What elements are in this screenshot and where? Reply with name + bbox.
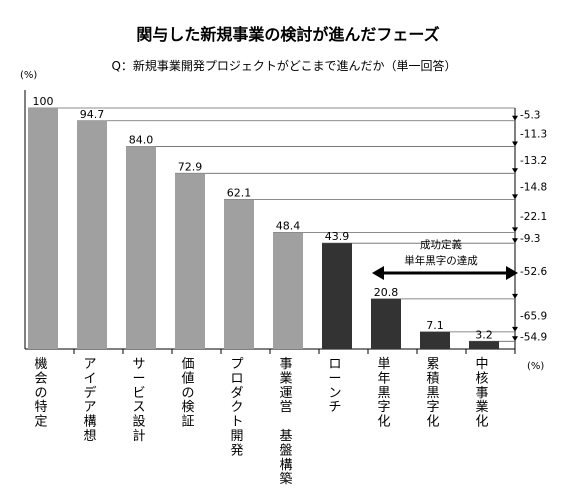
- category-label: 中核事業化: [475, 357, 488, 430]
- category-label: アイデア構想: [83, 357, 96, 444]
- annotation-arrowhead-right: [506, 266, 518, 280]
- category-label: 機会の特定: [34, 357, 47, 430]
- value-label: 94.7: [80, 108, 105, 121]
- value-label: 84.0: [129, 134, 154, 147]
- bars: [28, 108, 499, 349]
- value-label: 20.8: [374, 286, 399, 299]
- difference-label: -9.3: [520, 233, 541, 245]
- category-label: ローンチ: [328, 357, 341, 415]
- difference-arrow: [512, 168, 518, 174]
- annotation-arrowhead-left: [372, 266, 384, 280]
- bar: [175, 173, 205, 349]
- difference-arrow: [512, 293, 518, 299]
- difference-label: -65.9: [520, 310, 547, 322]
- bar: [322, 243, 352, 349]
- value-label: 3.2: [475, 328, 493, 341]
- difference-arrow: [512, 227, 518, 233]
- value-label: 7.1: [426, 319, 444, 332]
- bar: [224, 199, 254, 349]
- difference-arrow: [512, 115, 518, 121]
- right-unit-label: (%): [527, 361, 544, 372]
- difference-arrow: [512, 326, 518, 332]
- difference-label: -13.2: [520, 155, 547, 167]
- difference-label: -11.3: [520, 129, 547, 141]
- difference-label: -54.9: [520, 332, 547, 344]
- bar: [28, 108, 58, 349]
- difference-arrow: [512, 141, 518, 147]
- category-labels: 機会の特定 アイデア構想 サービス設計 価値の検証 プロダクト開発 事業運営 基盤構築 ロー…: [34, 356, 488, 487]
- bar: [273, 232, 303, 349]
- difference-arrow: [512, 194, 518, 200]
- value-labels: 100 94.7 84.0 72.9 62.1 48.4 43.9 20.8 7.1 3.2: [33, 95, 493, 341]
- category-label: 価値の検証: [181, 357, 194, 430]
- difference-label: -52.6: [520, 266, 547, 278]
- bar: [126, 146, 156, 349]
- value-label: 72.9: [178, 160, 203, 173]
- category-label: サービス設計: [132, 357, 145, 444]
- difference-label: -5.3: [520, 109, 541, 121]
- difference-labels: -5.3 -11.3 -13.2 -14.8 -22.1 -9.3 -52.6 -65.9 -5…: [512, 109, 547, 344]
- annotation-line2: 単年黒字の達成: [404, 254, 478, 267]
- chart-subtitle: Q：新規事業開発プロジェクトがどこまで進んだか（単一回答）: [111, 58, 456, 73]
- category-label: 単年黒字化: [377, 356, 390, 430]
- success-definition-annotation: 成功定義 単年黒字の達成: [372, 238, 518, 280]
- bar: [420, 331, 450, 349]
- category-label: 事業運営 基盤構築: [279, 357, 292, 487]
- value-label: 43.9: [325, 230, 350, 243]
- difference-label: -14.8: [520, 181, 547, 193]
- annotation-line1: 成功定義: [420, 238, 462, 251]
- bar: [77, 120, 107, 349]
- category-label: 累積黒字化: [426, 357, 439, 430]
- chart-title: 関与した新規事業の検討が進んだフェーズ: [136, 25, 439, 44]
- value-label: 48.4: [276, 219, 301, 232]
- category-label: プロダクト開発: [230, 357, 243, 458]
- difference-arrow: [512, 238, 518, 244]
- y-unit-label: (%): [20, 70, 37, 81]
- bar: [469, 341, 499, 349]
- bar: [371, 298, 401, 349]
- difference-label: -22.1: [520, 211, 547, 223]
- value-label: 100: [33, 95, 54, 108]
- difference-arrow: [512, 336, 518, 342]
- value-label: 62.1: [227, 186, 252, 199]
